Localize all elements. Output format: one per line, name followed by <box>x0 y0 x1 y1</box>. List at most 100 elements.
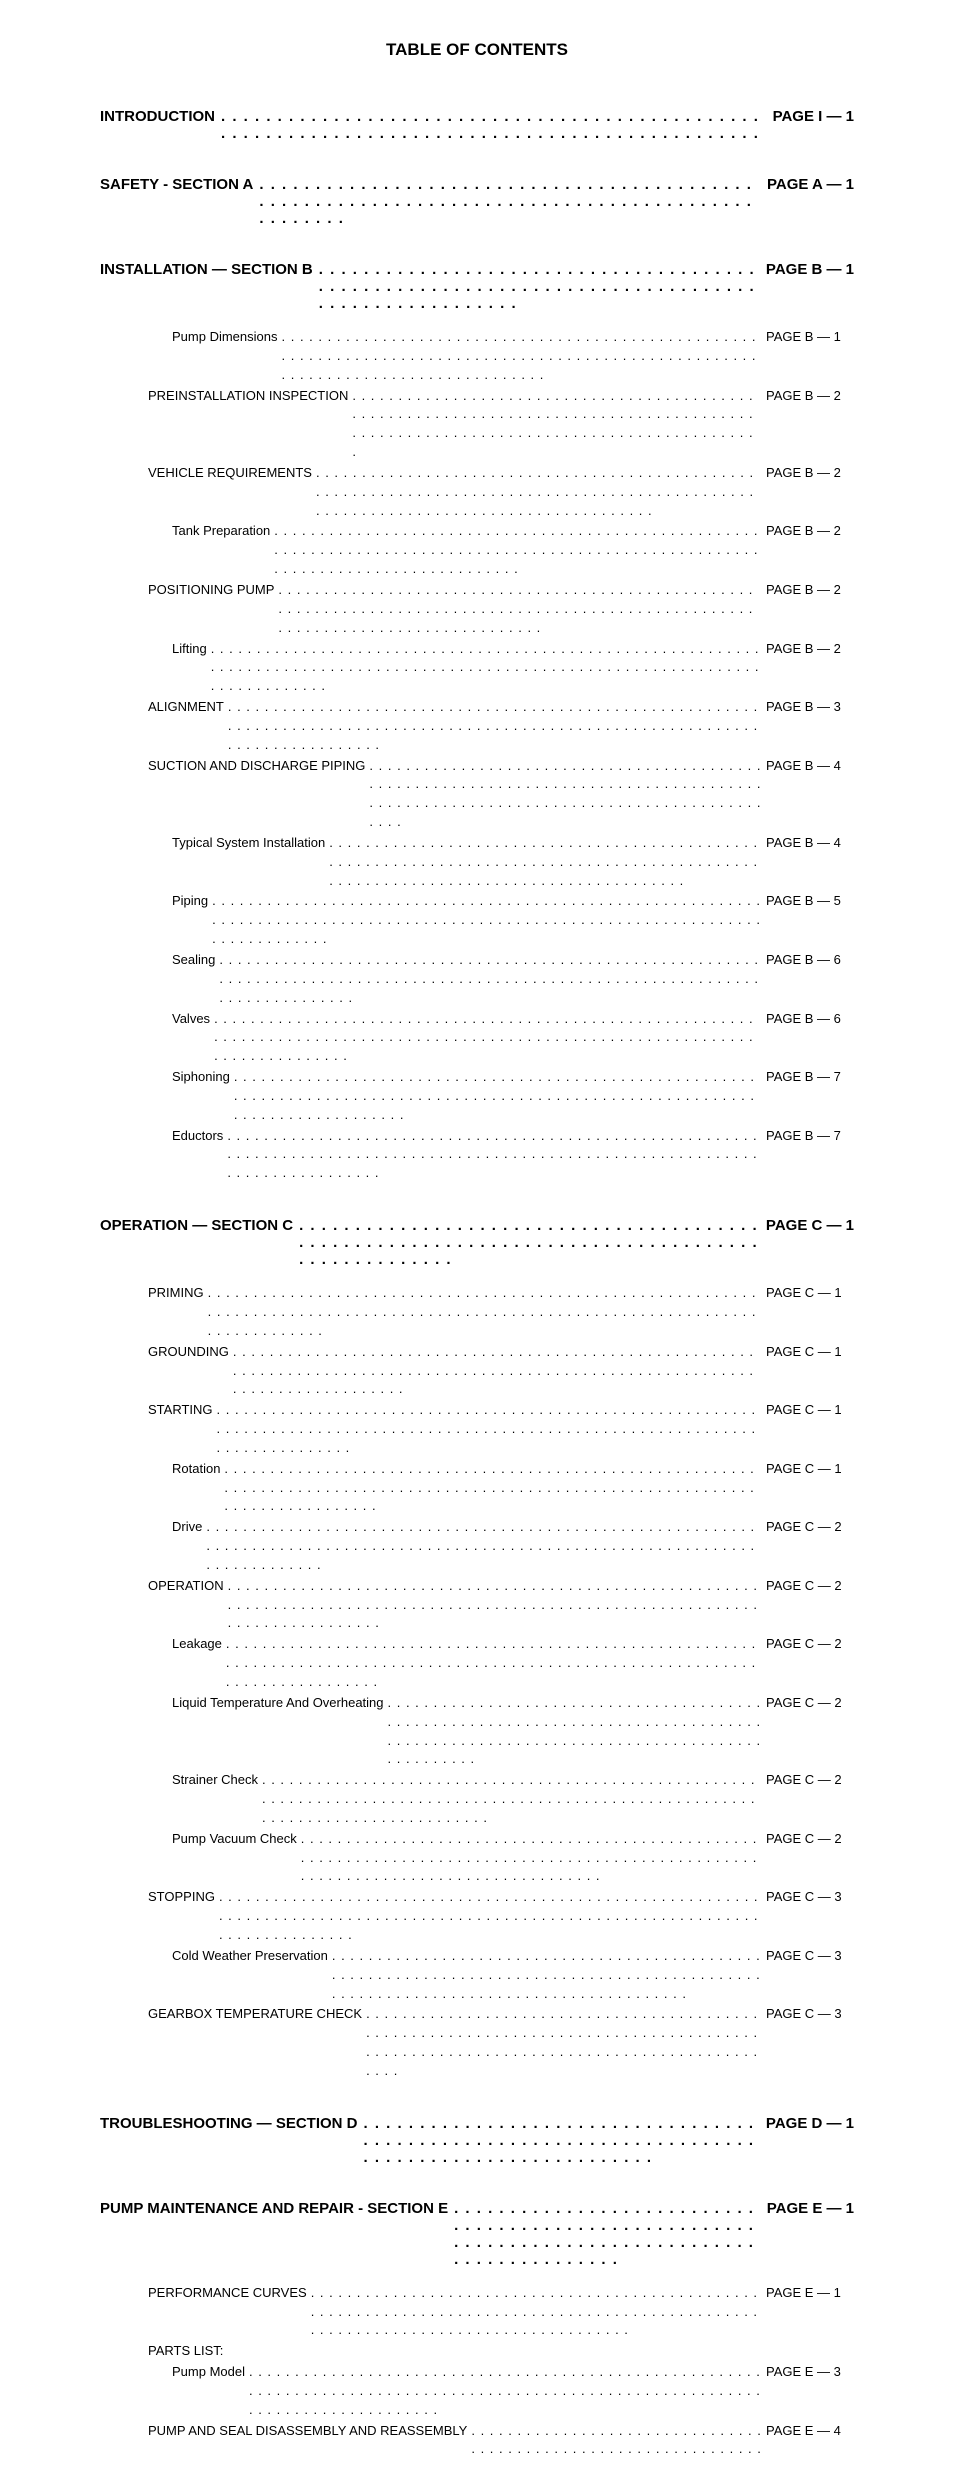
dot-leader <box>319 261 760 312</box>
dot-leader <box>388 1694 762 1769</box>
toc-entry: Tank Preparation PAGE B — 2 <box>100 522 854 579</box>
entry-label: GROUNDING <box>148 1343 229 1362</box>
entry-page: PAGE B — 2 <box>766 387 854 406</box>
dot-leader <box>224 1460 762 1517</box>
entry-label: PRIMING <box>148 1284 204 1303</box>
toc-entry: PRIMING PAGE C — 1 <box>100 1284 854 1341</box>
entry-page: PAGE B — 7 <box>766 1068 854 1087</box>
entry-label: Tank Preparation <box>172 522 270 541</box>
entry-page: PAGE B — 2 <box>766 522 854 541</box>
entry-page: PAGE B — 2 <box>766 640 854 659</box>
entry-page: PAGE C — 1 <box>766 1343 854 1362</box>
dot-leader <box>369 757 762 832</box>
toc-entry: Strainer Check PAGE C — 2 <box>100 1771 854 1828</box>
toc-entry: Drive PAGE C — 2 <box>100 1518 854 1575</box>
dot-leader <box>226 1635 762 1692</box>
toc-entry: Pump Vacuum CheckPAGE C — 2 <box>100 1830 854 1887</box>
toc-entry: STARTINGPAGE C — 1 <box>100 1401 854 1458</box>
entry-page: PAGE C — 2 <box>766 1577 854 1596</box>
toc-entry: Liquid Temperature And OverheatingPAGE C… <box>100 1694 854 1769</box>
dot-leader <box>219 1888 762 1945</box>
toc-entry: Cold Weather PreservationPAGE C — 3 <box>100 1947 854 2004</box>
section-label: SAFETY - SECTION A <box>100 176 253 193</box>
toc-entry: Siphoning PAGE B — 7 <box>100 1068 854 1125</box>
entry-label: Sealing <box>172 951 215 970</box>
section-page: PAGE E — 1 <box>767 2200 854 2217</box>
entry-label: Siphoning <box>172 1068 230 1087</box>
dot-leader <box>282 328 763 385</box>
entry-page: PAGE C — 2 <box>766 1771 854 1790</box>
section-page: PAGE C — 1 <box>766 1217 854 1234</box>
section-heading: OPERATION — SECTION CPAGE C — 1 <box>100 1217 854 1268</box>
toc-entry: ValvesPAGE B — 6 <box>100 1010 854 1067</box>
dot-leader <box>366 2005 762 2080</box>
entry-page: PAGE B — 7 <box>766 1127 854 1146</box>
section-page: PAGE D — 1 <box>766 2115 854 2132</box>
entry-label: PUMP AND SEAL DISASSEMBLY AND REASSEMBLY <box>148 2422 467 2441</box>
toc-entry: Eductors PAGE B — 7 <box>100 1127 854 1184</box>
dot-leader <box>228 1577 762 1634</box>
entry-label: PREINSTALLATION INSPECTION <box>148 387 348 406</box>
section-label: INTRODUCTION <box>100 108 215 125</box>
toc-entry: PREINSTALLATION INSPECTION PAGE B — 2 <box>100 387 854 462</box>
entry-label: Pump Dimensions <box>172 328 278 347</box>
dot-leader <box>329 834 762 891</box>
dot-leader <box>212 892 762 949</box>
entry-page: PAGE B — 2 <box>766 581 854 600</box>
dot-leader <box>274 522 762 579</box>
entry-page: PAGE B — 1 <box>766 328 854 347</box>
entry-page: PAGE B — 3 <box>766 698 854 717</box>
entry-label: Leakage <box>172 1635 222 1654</box>
dot-leader <box>221 108 767 142</box>
section-label: TROUBLESHOOTING — SECTION D <box>100 2115 358 2132</box>
dot-leader <box>364 2115 760 2166</box>
entry-page: PAGE C — 2 <box>766 1518 854 1537</box>
dot-leader <box>234 1068 762 1125</box>
toc-entry: Typical System InstallationPAGE B — 4 <box>100 834 854 891</box>
entry-label: Piping <box>172 892 208 911</box>
toc-entry: PUMP AND SEAL DISASSEMBLY AND REASSEMBLY… <box>100 2422 854 2470</box>
dot-leader <box>259 176 761 227</box>
section-heading: INTRODUCTION PAGE I — 1 <box>100 108 854 142</box>
dot-leader <box>311 2284 762 2341</box>
entry-label: GEARBOX TEMPERATURE CHECK <box>148 2005 362 2024</box>
toc-entry: PARTS LIST: <box>100 2342 854 2361</box>
dot-leader <box>206 1518 762 1575</box>
toc-entry: STOPPINGPAGE C — 3 <box>100 1888 854 1945</box>
toc-entry: Pump ModelPAGE E — 3 <box>100 2363 854 2420</box>
entry-label: PARTS LIST: <box>148 2342 223 2361</box>
page-title: TABLE OF CONTENTS <box>100 40 854 60</box>
section-heading: INSTALLATION — SECTION BPAGE B — 1 <box>100 261 854 312</box>
dot-leader <box>352 387 762 462</box>
dot-leader <box>219 951 762 1008</box>
entry-label: SUCTION AND DISCHARGE PIPING <box>148 757 365 776</box>
entry-page: PAGE C — 1 <box>766 1284 854 1303</box>
entry-label: Drive <box>172 1518 202 1537</box>
toc-entry: SUCTION AND DISCHARGE PIPINGPAGE B — 4 <box>100 757 854 832</box>
entry-page: PAGE B — 6 <box>766 1010 854 1029</box>
toc-entry: Pump Dimensions PAGE B — 1 <box>100 328 854 385</box>
entry-label: Rotation <box>172 1460 220 1479</box>
entry-page: PAGE E — 3 <box>766 2363 854 2382</box>
toc-entry: PERFORMANCE CURVESPAGE E — 1 <box>100 2284 854 2341</box>
entry-label: POSITIONING PUMP <box>148 581 274 600</box>
entry-label: Strainer Check <box>172 1771 258 1790</box>
entry-page: PAGE C — 3 <box>766 1947 854 1966</box>
section-page: PAGE B — 1 <box>766 261 854 278</box>
dot-leader <box>316 464 762 521</box>
toc-entry: LiftingPAGE B — 2 <box>100 640 854 697</box>
dot-leader <box>454 2200 761 2268</box>
entry-page: PAGE B — 5 <box>766 892 854 911</box>
dot-leader <box>278 581 762 638</box>
dot-leader <box>262 1771 762 1828</box>
toc-entry: Leakage PAGE C — 2 <box>100 1635 854 1692</box>
dot-leader <box>208 1284 762 1341</box>
entry-page: PAGE E — 1 <box>766 2284 854 2303</box>
entry-page: PAGE C — 2 <box>766 1830 854 1849</box>
section-heading: PUMP MAINTENANCE AND REPAIR - SECTION EP… <box>100 2200 854 2268</box>
entry-page: PAGE C — 1 <box>766 1460 854 1479</box>
entry-page: PAGE C — 2 <box>766 1635 854 1654</box>
section-page: PAGE I — 1 <box>773 108 854 125</box>
entry-label: Liquid Temperature And Overheating <box>172 1694 384 1713</box>
entry-label: Eductors <box>172 1127 223 1146</box>
